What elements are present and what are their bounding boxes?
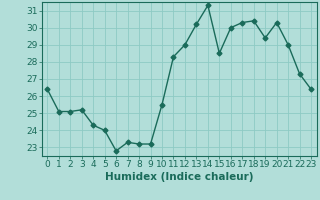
X-axis label: Humidex (Indice chaleur): Humidex (Indice chaleur)	[105, 172, 253, 182]
